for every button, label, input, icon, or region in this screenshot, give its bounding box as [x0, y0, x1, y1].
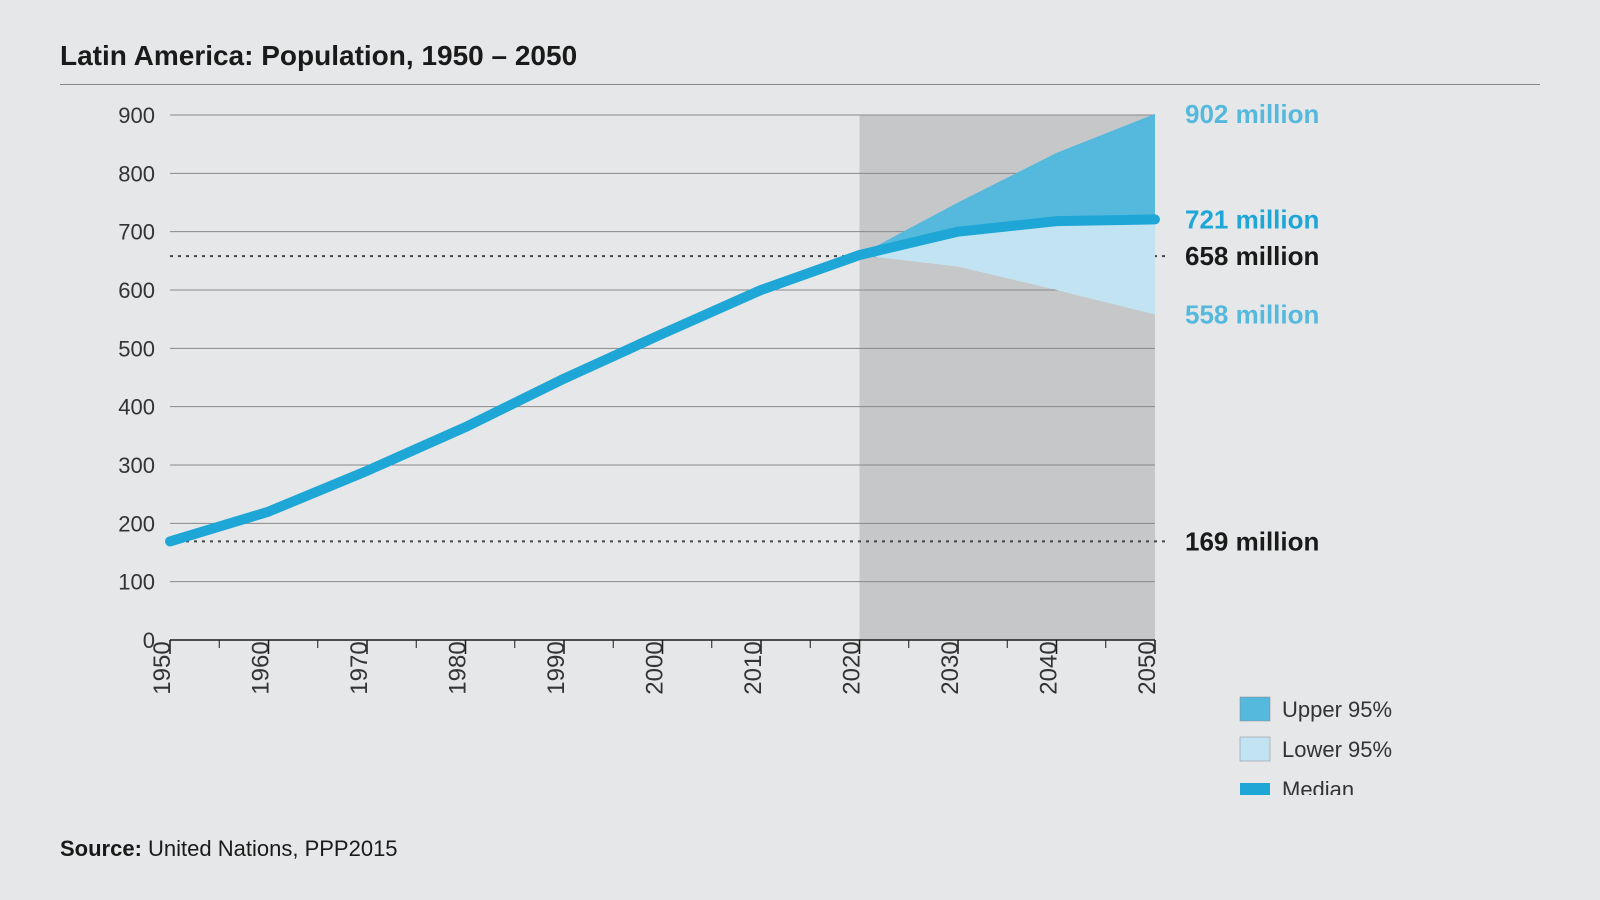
legend-label: Upper 95%	[1282, 697, 1392, 722]
callout-label: 169 million	[1185, 526, 1319, 556]
source-line: Source: United Nations, PPP2015	[60, 836, 398, 862]
y-tick-label: 100	[118, 570, 155, 595]
y-tick-label: 400	[118, 395, 155, 420]
legend-label: Median	[1282, 777, 1354, 795]
x-tick-label: 1950	[149, 641, 176, 694]
population-chart-svg: 0100200300400500600700800900195019601970…	[60, 95, 1540, 795]
callout-label: 658 million	[1185, 241, 1319, 271]
x-tick-label: 2040	[1036, 641, 1063, 694]
y-tick-label: 600	[118, 278, 155, 303]
x-tick-label: 2020	[839, 641, 866, 694]
y-tick-label: 800	[118, 161, 155, 186]
y-tick-label: 500	[118, 336, 155, 361]
x-tick-label: 1980	[445, 641, 472, 694]
callout-label: 902 million	[1185, 99, 1319, 129]
title-rule	[60, 84, 1540, 85]
x-tick-label: 2050	[1134, 641, 1161, 694]
x-tick-label: 2000	[642, 641, 669, 694]
y-tick-label: 200	[118, 511, 155, 536]
callout-label: 558 million	[1185, 300, 1319, 330]
x-tick-label: 1960	[248, 641, 275, 694]
legend-swatch	[1240, 697, 1270, 721]
callout-label: 721 million	[1185, 204, 1319, 234]
x-tick-label: 2030	[937, 641, 964, 694]
legend-swatch	[1240, 783, 1270, 795]
chart-area: 0100200300400500600700800900195019601970…	[60, 95, 1540, 795]
chart-title: Latin America: Population, 1950 – 2050	[60, 40, 1540, 72]
x-tick-label: 2010	[740, 641, 767, 694]
y-tick-label: 700	[118, 220, 155, 245]
x-tick-label: 1990	[543, 641, 570, 694]
legend-swatch	[1240, 737, 1270, 761]
x-tick-label: 1970	[346, 641, 373, 694]
legend-label: Lower 95%	[1282, 737, 1392, 762]
source-label: Source:	[60, 836, 142, 861]
y-tick-label: 900	[118, 103, 155, 128]
source-text: United Nations, PPP2015	[148, 836, 398, 861]
y-tick-label: 300	[118, 453, 155, 478]
